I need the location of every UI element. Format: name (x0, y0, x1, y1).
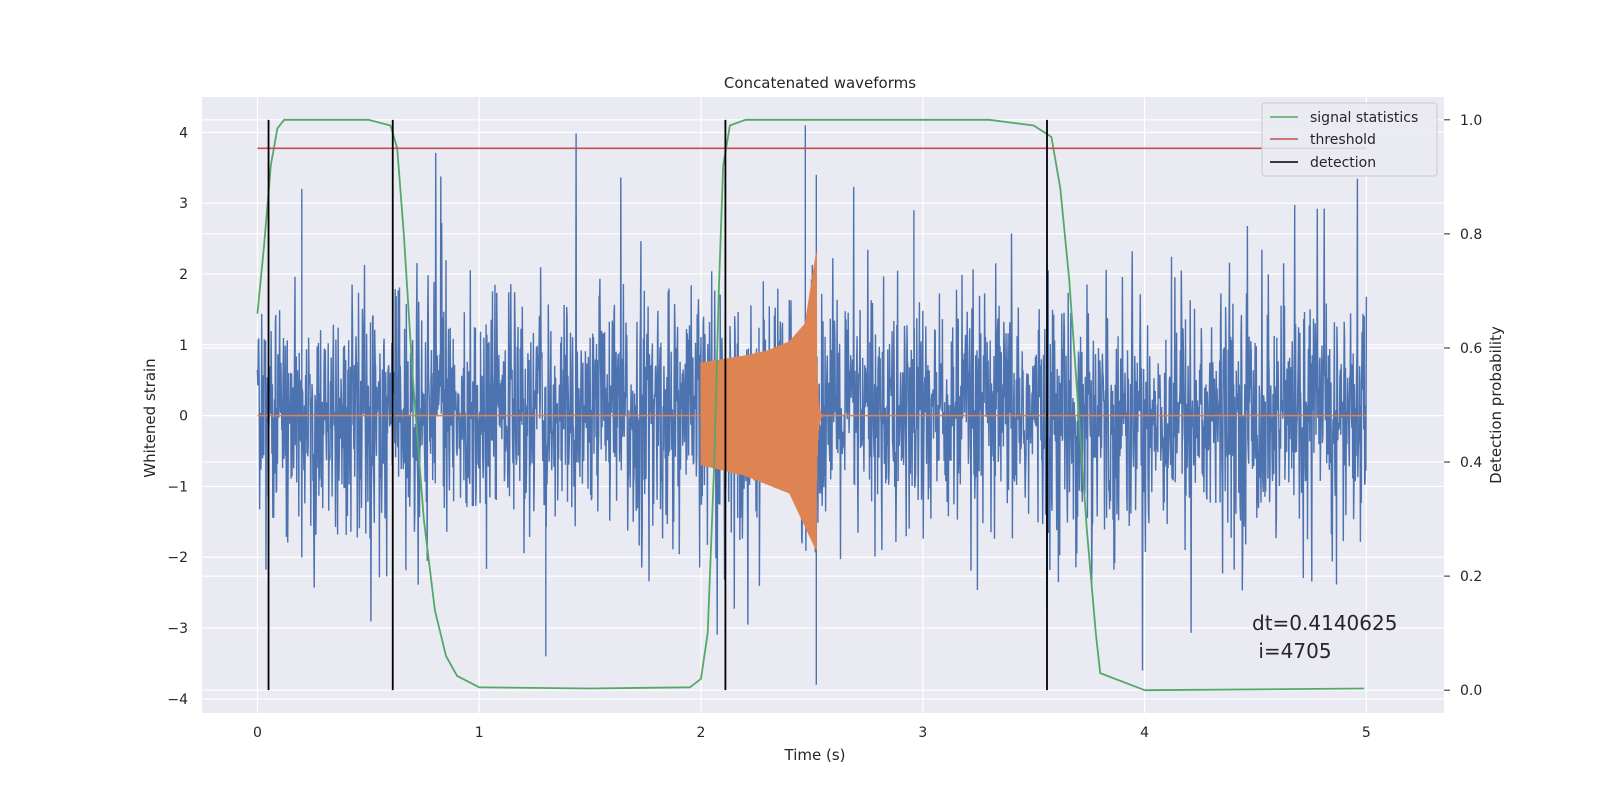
annotation: dt=0.4140625 i=4705 (1252, 611, 1397, 663)
y-tick-label: −1 (167, 479, 188, 495)
legend-label-detection: detection (1310, 155, 1376, 171)
y-tick-label: −3 (167, 621, 188, 637)
x-axis: 0 1 2 3 4 5 (253, 725, 1371, 741)
waveform-series (257, 252, 1367, 550)
annotation-line-dt: dt=0.4140625 (1252, 611, 1397, 635)
y2-tick-label: 0.6 (1460, 341, 1482, 357)
y2-tick-label: 0.2 (1460, 569, 1482, 585)
y2-tick-label: 0.0 (1460, 683, 1482, 699)
x-tick-label: 0 (253, 725, 262, 741)
y-axis-label: Whitened strain (141, 358, 159, 477)
chart-title: Concatenated waveforms (724, 74, 916, 92)
y-axis-left: −4 −3 −2 −1 0 1 2 3 4 (167, 125, 188, 707)
signal-statistics-series (256, 118, 1365, 692)
annotation-line-i: i=4705 (1252, 639, 1332, 663)
y-tick-label: 4 (179, 125, 188, 141)
y-tick-label: 2 (179, 267, 188, 283)
signal-statistics-line (256, 118, 1365, 692)
y-tick-label: −4 (167, 692, 188, 708)
y-tick-label: 1 (179, 338, 188, 354)
x-tick-label: 3 (918, 725, 927, 741)
legend-label-threshold: threshold (1310, 132, 1376, 148)
y-tick-label: −2 (167, 550, 188, 566)
x-axis-label: Time (s) (784, 746, 846, 764)
y2-axis-label: Detection probability (1487, 326, 1505, 484)
legend-box (1261, 102, 1438, 177)
y-tick-label: 3 (179, 196, 188, 212)
x-tick-label: 1 (475, 725, 484, 741)
legend-label-signal-statistics: signal statistics (1310, 110, 1418, 126)
x-tick-label: 2 (697, 725, 706, 741)
x-tick-label: 4 (1140, 725, 1149, 741)
legend: signal statistics threshold detection (1261, 102, 1438, 177)
waveform-chirp (700, 252, 824, 550)
x-tick-label: 5 (1362, 725, 1371, 741)
detection-series (267, 119, 1048, 691)
y2-tick-label: 0.8 (1460, 227, 1482, 243)
y-tick-label: 0 (179, 409, 188, 425)
y2-tick-label: 1.0 (1460, 113, 1482, 129)
y2-tick-label: 0.4 (1460, 455, 1482, 471)
y-axis-right: 0.0 0.2 0.4 0.6 0.8 1.0 (1444, 113, 1482, 699)
